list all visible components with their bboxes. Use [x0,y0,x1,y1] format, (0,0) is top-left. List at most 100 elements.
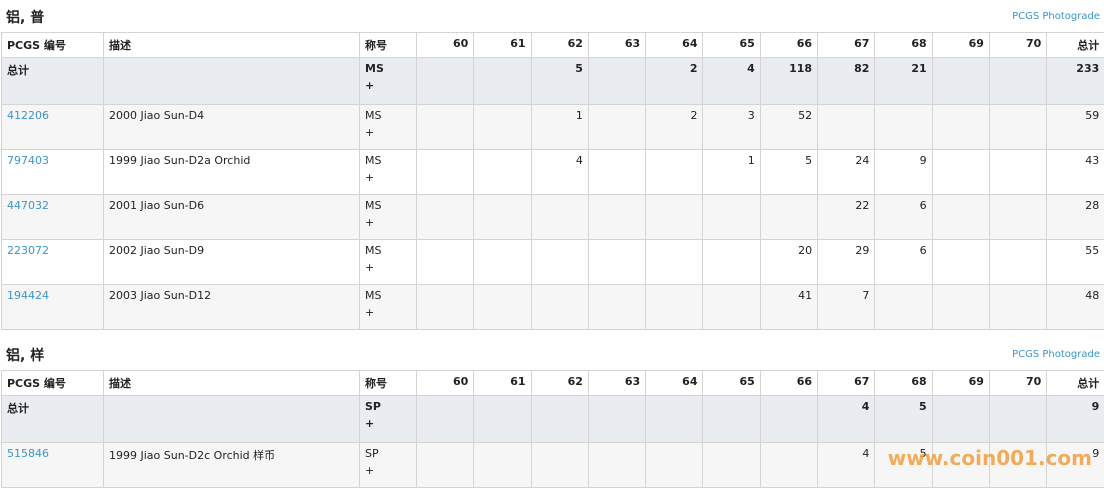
empty-cell [474,240,531,285]
empty-cell [474,443,531,488]
pcgs-link[interactable]: 194424 [7,289,49,302]
grade: MS [365,62,384,75]
empty-cell [417,240,474,285]
designation: MS+ [360,150,417,195]
column-header: 总计 [1047,33,1104,58]
description: 2003 Jiao Sun-D12 [104,285,360,330]
plus: + [365,306,411,319]
pcgs-cell: 412206 [2,105,104,150]
plus: + [365,216,411,229]
pcgs-cell: 797403 [2,150,104,195]
plus: + [365,126,411,139]
description: 2002 Jiao Sun-D9 [104,240,360,285]
empty-cell [474,285,531,330]
spacer [0,330,1104,338]
empty-cell [417,285,474,330]
column-header: 60 [417,33,474,58]
empty-cell [646,150,703,195]
total: 55 [1047,240,1104,285]
empty-cell [417,150,474,195]
designation: MS+ [360,240,417,285]
pcgs-link[interactable]: 223072 [7,244,49,257]
column-header: 称号 [360,33,417,58]
count: 7 [818,285,875,330]
photograde-link[interactable]: PCGS Photograde [1012,11,1100,22]
empty-cell [989,195,1046,240]
total-label: 总计 [2,58,104,105]
grade: MS [365,289,381,302]
count: 2 [646,58,703,105]
empty-cell [932,105,989,150]
count: 24 [818,150,875,195]
count: 5 [875,396,932,443]
empty-cell [588,105,645,150]
count: 4 [818,396,875,443]
column-header: 63 [588,371,645,396]
empty-cell [417,396,474,443]
empty-cell [588,396,645,443]
empty-cell [875,105,932,150]
total: 48 [1047,285,1104,330]
count: 82 [818,58,875,105]
count: 6 [875,240,932,285]
total: 43 [1047,150,1104,195]
column-header: PCGS 编号 [2,33,104,58]
empty-cell [703,195,760,240]
empty-cell [818,105,875,150]
empty-cell [760,443,817,488]
column-header: 描述 [104,33,360,58]
empty-cell [932,285,989,330]
description: 1999 Jiao Sun-D2c Orchid 样币 [104,443,360,488]
designation: MS+ [360,105,417,150]
empty-cell [932,240,989,285]
column-header: 62 [531,371,588,396]
column-header: 70 [989,33,1046,58]
empty-cell [588,195,645,240]
column-header: PCGS 编号 [2,371,104,396]
grade: MS [365,199,381,212]
empty-cell [588,285,645,330]
empty-cell [104,396,360,443]
pcgs-link[interactable]: 797403 [7,154,49,167]
empty-cell [588,240,645,285]
empty-cell [474,58,531,105]
empty-cell [932,195,989,240]
designation: MS + [360,195,417,240]
empty-cell [646,195,703,240]
photograde-link[interactable]: PCGS Photograde [1012,349,1100,360]
count: 2 [646,105,703,150]
empty-cell [932,58,989,105]
empty-cell [646,443,703,488]
count: 4 [531,150,588,195]
count: 1 [531,105,588,150]
plus: + [365,261,411,274]
count: 52 [760,105,817,150]
empty-cell [417,195,474,240]
count: 22 [818,195,875,240]
empty-cell [989,240,1046,285]
count: 29 [818,240,875,285]
pcgs-cell: 447032 [2,195,104,240]
section-title: 铝, 样 [6,345,44,365]
empty-cell [989,150,1046,195]
pcgs-link[interactable]: 412206 [7,109,49,122]
empty-cell [588,58,645,105]
count: 1 [703,150,760,195]
empty-cell [760,396,817,443]
empty-cell [989,396,1046,443]
count: 21 [875,58,932,105]
empty-cell [760,195,817,240]
empty-cell [417,443,474,488]
pcgs-link[interactable]: 515846 [7,447,49,460]
column-header: 称号 [360,371,417,396]
pcgs-link[interactable]: 447032 [7,199,49,212]
column-header: 66 [760,33,817,58]
column-header: 61 [474,371,531,396]
